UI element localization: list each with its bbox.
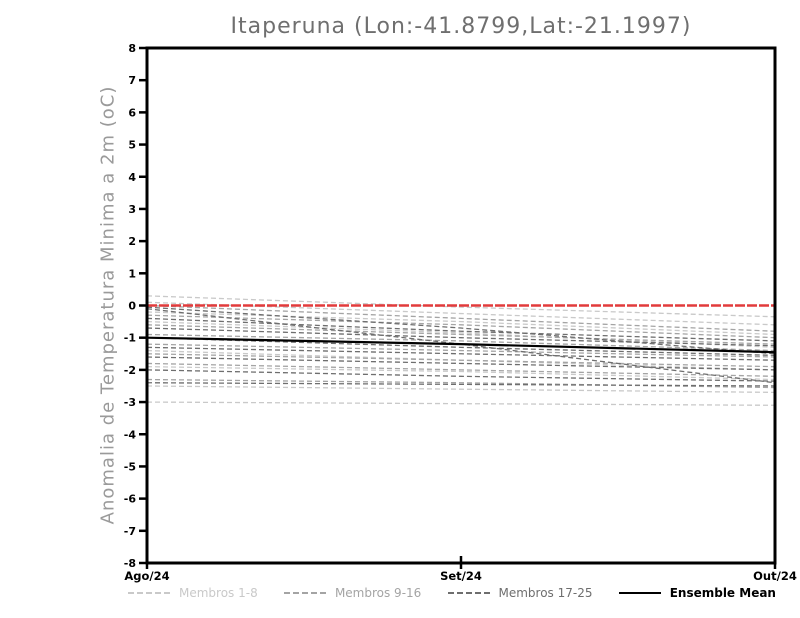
legend-label: Membros 1-8 [179,586,258,600]
ensemble-mean-line [146,336,776,354]
x-axis-ticks: Ago/24 Set/24 Out/24 [124,556,797,583]
legend-item-ensemble-mean: Ensemble Mean [618,586,776,600]
svg-text:-7: -7 [124,525,136,538]
series-membro-25 [146,382,776,387]
series-membro-23 [146,356,776,371]
series-membro-15 [146,362,776,377]
series-membro-3 [146,311,776,336]
svg-text:-4: -4 [124,428,137,441]
legend-label: Membros 9-16 [334,586,422,600]
series-membro-6 [146,366,776,381]
svg-text:-5: -5 [124,460,136,473]
series-membro-19 [146,317,776,342]
series-membro-20 [146,327,776,347]
series-ensemble-mean [146,336,776,354]
plot-frame [145,46,777,565]
svg-text:7: 7 [128,74,136,87]
series-membro-16 [146,378,776,389]
series-membro-14 [146,353,776,368]
series-membro-12 [146,333,776,352]
svg-text:5: 5 [128,139,136,152]
legend-item-membros-9-16: Membros 9-16 [283,586,422,600]
legend-line-sample [283,592,326,594]
series-membro-10 [146,314,776,339]
member-lines [146,295,776,406]
svg-text:0: 0 [128,300,136,313]
legend-item-membros-17-25: Membros 17-25 [447,586,593,600]
legend-label: Membros 17-25 [498,586,593,600]
svg-text:6: 6 [128,106,136,119]
legend-line-sample [618,592,661,594]
svg-text:3: 3 [128,203,136,216]
series-membro-11 [146,324,776,345]
series-membro-8 [146,401,776,406]
svg-text:Ago/24: Ago/24 [124,569,169,583]
series-membro-22 [146,346,776,361]
svg-text:-2: -2 [124,364,136,377]
svg-text:-8: -8 [124,557,136,570]
series-membro-24 [146,369,776,382]
series-membro-1 [146,295,776,318]
legend-line-sample [447,592,490,594]
series-membro-9 [146,304,776,332]
chart-title: Itaperuna (Lon:-41.8799,Lat:-21.1997) [230,14,692,39]
legend-item-membros-1-8: Membros 1-8 [128,586,258,600]
svg-text:-3: -3 [124,396,136,409]
series-membro-13 [146,343,776,358]
svg-text:1: 1 [128,267,136,280]
svg-text:Set/24: Set/24 [440,569,482,583]
svg-text:2: 2 [128,235,136,248]
svg-text:Out/24: Out/24 [753,569,797,583]
svg-text:-6: -6 [124,493,137,506]
legend-label: Ensemble Mean [669,586,776,600]
legend: Membros 1-8 Membros 9-16 Membros 17-25 Ense… [128,586,776,600]
svg-text:8: 8 [128,42,136,55]
svg-text:4: 4 [128,171,136,184]
y-axis-ticks: -8 -7 -6 -5 -4 -3 -2 -1 0 1 2 3 4 5 6 7 8 [124,42,147,570]
svg-text:-1: -1 [124,332,136,345]
legend-line-sample [128,592,170,594]
series-membro-7 [146,385,776,394]
series-membro-17 [146,306,776,355]
